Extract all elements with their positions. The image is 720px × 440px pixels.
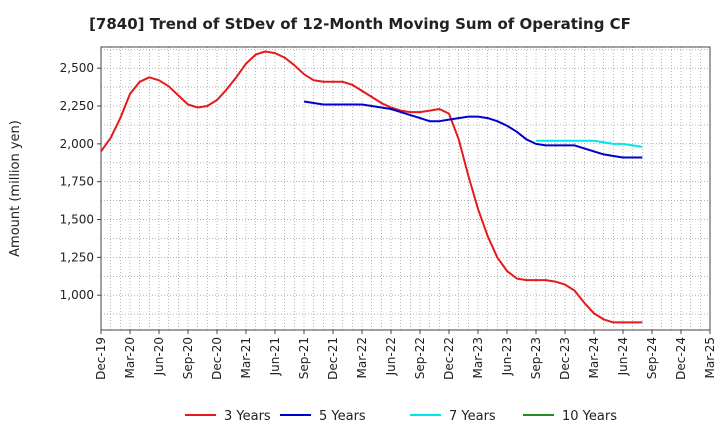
legend-label-7-years: 7 Years	[449, 409, 496, 424]
x-tick-label: Sep-21	[297, 337, 311, 379]
grid	[100, 47, 711, 330]
x-axis-ticks: Dec-19 Mar-20 Jun-20 Sep-20 Dec-20 Mar-21 Jun-…	[94, 330, 717, 380]
y-axis-label: Amount (million yen)	[8, 120, 23, 257]
y-tick-label: 2,500	[60, 61, 94, 75]
x-tick-label: Sep-22	[413, 337, 427, 379]
plot-frame	[100, 46, 711, 331]
x-tick-label: Dec-24	[674, 337, 688, 380]
chart-title: [7840] Trend of StDev of 12-Month Moving…	[89, 15, 631, 33]
y-tick-label: 2,000	[60, 137, 94, 151]
legend: 3 Years 5 Years 7 Years 10 Years	[185, 409, 617, 424]
x-tick-label: Mar-20	[123, 337, 137, 378]
x-tick-label: Dec-21	[326, 337, 340, 380]
y-tick-label: 1,000	[60, 288, 94, 302]
x-tick-label: Mar-23	[471, 337, 485, 378]
x-tick-label: Mar-25	[703, 337, 717, 378]
plot-border	[100, 46, 711, 331]
y-tick-label: 1,500	[60, 213, 94, 227]
x-tick-label: Jun-22	[384, 337, 398, 376]
x-tick-label: Mar-21	[239, 337, 253, 378]
x-tick-label: Sep-23	[529, 337, 543, 379]
series-line-7-years	[536, 139, 643, 148]
x-tick-label: Mar-24	[587, 337, 601, 378]
x-tick-label: Dec-19	[94, 337, 108, 380]
x-tick-label: Jun-23	[500, 337, 514, 376]
legend-label-10-years: 10 Years	[562, 409, 617, 424]
x-tick-label: Dec-22	[442, 337, 456, 380]
y-axis-ticks: 1,000 1,250 1,500 1,750 2,000 2,250 2,500	[60, 61, 101, 302]
series-lines	[100, 50, 643, 324]
legend-label-5-years: 5 Years	[319, 409, 366, 424]
series-line-3-years	[100, 50, 643, 324]
y-tick-label: 2,250	[60, 99, 94, 113]
x-tick-label: Mar-22	[355, 337, 369, 378]
series-line-5-years	[303, 100, 643, 159]
x-tick-label: Jun-21	[268, 337, 282, 376]
x-tick-label: Sep-24	[645, 337, 659, 379]
x-tick-label: Jun-24	[616, 337, 630, 376]
x-tick-label: Dec-20	[210, 337, 224, 380]
x-tick-label: Dec-23	[558, 337, 572, 380]
y-tick-label: 1,250	[60, 250, 94, 264]
y-tick-label: 1,750	[60, 175, 94, 189]
x-tick-label: Jun-20	[152, 337, 166, 376]
legend-label-3-years: 3 Years	[224, 409, 271, 424]
x-tick-label: Sep-20	[181, 337, 195, 379]
